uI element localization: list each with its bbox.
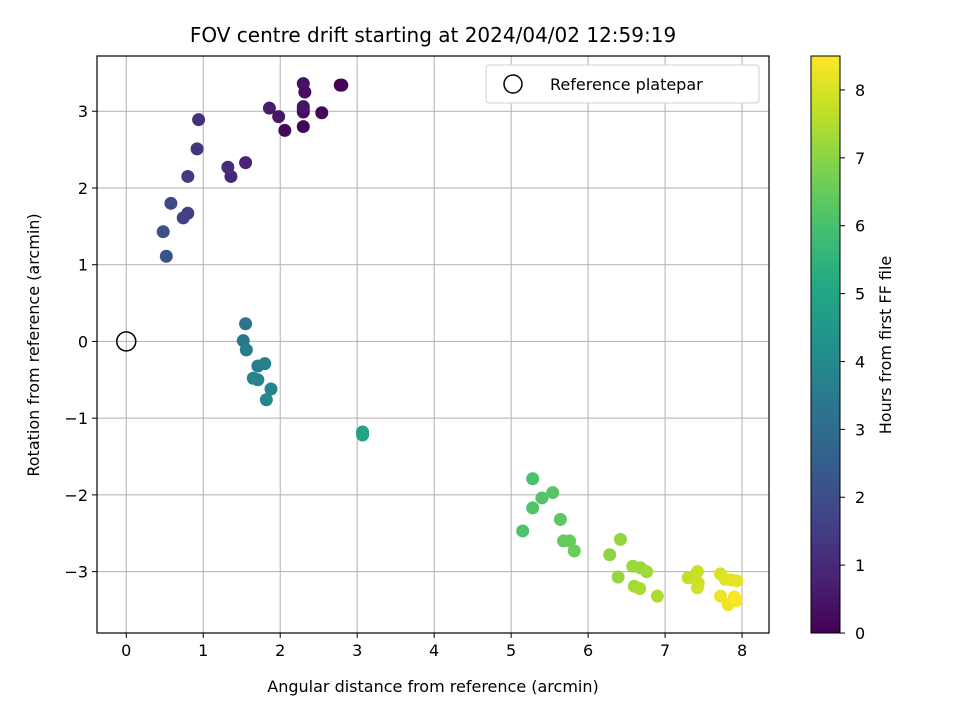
y-tick-label: 1 <box>78 256 88 275</box>
y-axis-ticks: −3 −2 −1 0 1 2 3 <box>64 102 97 582</box>
chart-title: FOV centre drift starting at 2024/04/02 … <box>190 23 676 47</box>
x-tick-label: 5 <box>506 641 516 660</box>
x-axis-ticks: 0 1 2 3 4 5 6 7 8 <box>121 633 747 660</box>
legend-label: Reference platepar <box>550 75 703 94</box>
y-tick-label: −2 <box>64 486 88 505</box>
colorbar-gradient <box>810 55 841 634</box>
colorbar-tick-label: 6 <box>855 217 865 236</box>
y-tick-label: 2 <box>78 179 88 198</box>
data-point <box>259 393 273 407</box>
colorbar-tick-label: 2 <box>855 488 865 507</box>
data-point <box>239 343 253 357</box>
data-point <box>526 472 540 486</box>
data-point <box>356 428 370 442</box>
data-point <box>176 211 190 225</box>
data-point <box>603 548 617 562</box>
legend-box <box>485 64 760 104</box>
data-point <box>650 589 664 603</box>
y-tick-label: −3 <box>64 563 88 582</box>
data-point <box>714 589 728 603</box>
data-point <box>164 196 178 210</box>
x-tick-label: 0 <box>121 641 131 660</box>
x-tick-label: 4 <box>429 641 439 660</box>
data-point <box>729 594 743 608</box>
data-point <box>535 491 549 505</box>
x-tick-label: 8 <box>737 641 747 660</box>
x-tick-label: 3 <box>352 641 362 660</box>
data-point <box>546 486 560 500</box>
data-point <box>640 565 654 579</box>
colorbar-tick-label: 5 <box>855 285 865 304</box>
colorbar-tick-label: 4 <box>855 352 865 371</box>
data-points <box>156 77 744 612</box>
data-point <box>296 120 310 134</box>
grid-lines <box>97 56 769 633</box>
data-point <box>690 581 704 595</box>
data-point <box>239 317 253 331</box>
reference-platepar-marker <box>116 331 137 352</box>
legend-marker-icon <box>503 74 523 94</box>
data-point <box>262 101 276 115</box>
data-point <box>563 534 577 548</box>
colorbar-tick-label: 1 <box>855 556 865 575</box>
data-point <box>516 524 530 538</box>
reference-marker-group <box>116 331 137 352</box>
data-point <box>258 357 272 371</box>
legend: Reference platepar <box>485 64 760 104</box>
plot-frame <box>96 55 770 634</box>
x-tick-label: 1 <box>198 641 208 660</box>
data-point <box>553 512 567 526</box>
colorbar-tick-label: 7 <box>855 149 865 168</box>
colorbar-tick-label: 0 <box>855 624 865 643</box>
data-point <box>264 382 278 396</box>
data-point <box>333 78 347 92</box>
data-point <box>159 249 173 263</box>
data-point <box>567 544 581 558</box>
data-point <box>190 142 204 156</box>
colorbar-tick-label: 3 <box>855 420 865 439</box>
data-point <box>690 565 704 579</box>
y-axis-label: Rotation from reference (arcmin) <box>24 213 43 476</box>
data-point <box>192 113 206 127</box>
y-tick-label: 0 <box>78 332 88 351</box>
colorbar: 0 1 2 3 4 5 6 7 8 Hours from first FF file <box>810 55 895 643</box>
x-tick-label: 7 <box>660 641 670 660</box>
data-point <box>296 100 310 114</box>
data-point <box>272 110 286 124</box>
data-point <box>315 106 329 120</box>
data-point <box>221 160 235 174</box>
y-tick-label: −1 <box>64 409 88 428</box>
x-tick-label: 2 <box>275 641 285 660</box>
data-point <box>278 123 292 137</box>
data-point <box>613 532 627 546</box>
data-point <box>526 501 540 515</box>
y-tick-label: 3 <box>78 102 88 121</box>
data-point <box>239 156 253 170</box>
data-point <box>156 225 170 239</box>
colorbar-tick-label: 8 <box>855 81 865 100</box>
data-point <box>633 581 647 595</box>
x-tick-label: 6 <box>583 641 593 660</box>
data-point <box>181 169 195 183</box>
colorbar-label: Hours from first FF file <box>876 256 895 435</box>
colorbar-ticks: 0 1 2 3 4 5 6 7 8 <box>840 81 865 643</box>
data-point <box>251 373 265 387</box>
data-point <box>296 77 310 91</box>
x-axis-label: Angular distance from reference (arcmin) <box>267 677 598 696</box>
data-point <box>730 574 744 588</box>
data-point <box>611 570 625 584</box>
